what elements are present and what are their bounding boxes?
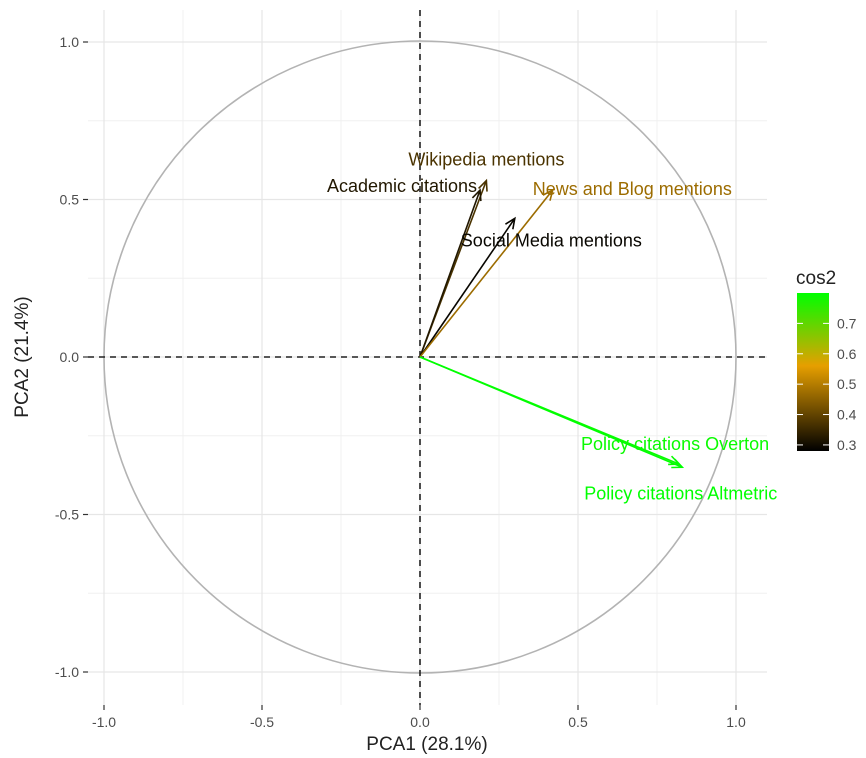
variable-arrow [419, 189, 481, 358]
variable-arrow [419, 356, 683, 468]
legend-tick-label: 0.6 [837, 346, 857, 362]
axes: -1.0 -0.5 0.0 0.5 1.0 -1.0 -0.5 0.0 0.5 1.0 [55, 34, 746, 730]
variable-arrows [419, 178, 685, 469]
x-tick-label: 1.0 [726, 714, 746, 730]
y-tick-label: 0.0 [60, 349, 80, 365]
legend-tick-label: 0.7 [837, 315, 857, 331]
arrow-head [542, 188, 554, 201]
variable-label: Social Media mentions [461, 230, 642, 250]
arrow-head [478, 178, 488, 192]
variable-label: News and Blog mentions [533, 179, 732, 199]
legend-tick-label: 0.3 [837, 437, 857, 453]
y-tick-label: -0.5 [55, 507, 79, 523]
variable-label: Policy citations Overton [581, 434, 769, 454]
x-tick-label: -1.0 [92, 714, 116, 730]
variable-arrow [419, 217, 516, 358]
legend-tick-label: 0.4 [837, 407, 857, 423]
arrow-head [671, 458, 685, 469]
x-tick-label: -0.5 [250, 714, 274, 730]
y-axis-title: PCA2 (21.4%) [12, 296, 33, 417]
x-tick-label: 0.5 [568, 714, 588, 730]
x-axis-title: PCA1 (28.1%) [366, 734, 487, 755]
variable-label: Policy citations Altmetric [584, 483, 777, 503]
variable-labels: Wikipedia mentions Academic citations Soci… [327, 150, 777, 504]
legend-color-bar [797, 293, 829, 451]
y-tick-label: -1.0 [55, 664, 79, 680]
legend-tick-label: 0.5 [837, 376, 857, 392]
legend-title: cos2 [796, 268, 836, 289]
variable-label: Wikipedia mentions [408, 150, 564, 170]
x-tick-label: 0.0 [410, 714, 430, 730]
legend: cos2 0.3 0.4 0.5 0.6 0.7 [796, 268, 857, 453]
variable-arrow [419, 189, 554, 358]
y-tick-label: 1.0 [60, 34, 80, 50]
arrow-head [471, 188, 482, 202]
arrow-head [505, 216, 516, 230]
variable-label: Academic citations [327, 176, 477, 196]
y-tick-label: 0.5 [60, 192, 80, 208]
legend-ticks: 0.3 0.4 0.5 0.6 0.7 [797, 315, 857, 453]
